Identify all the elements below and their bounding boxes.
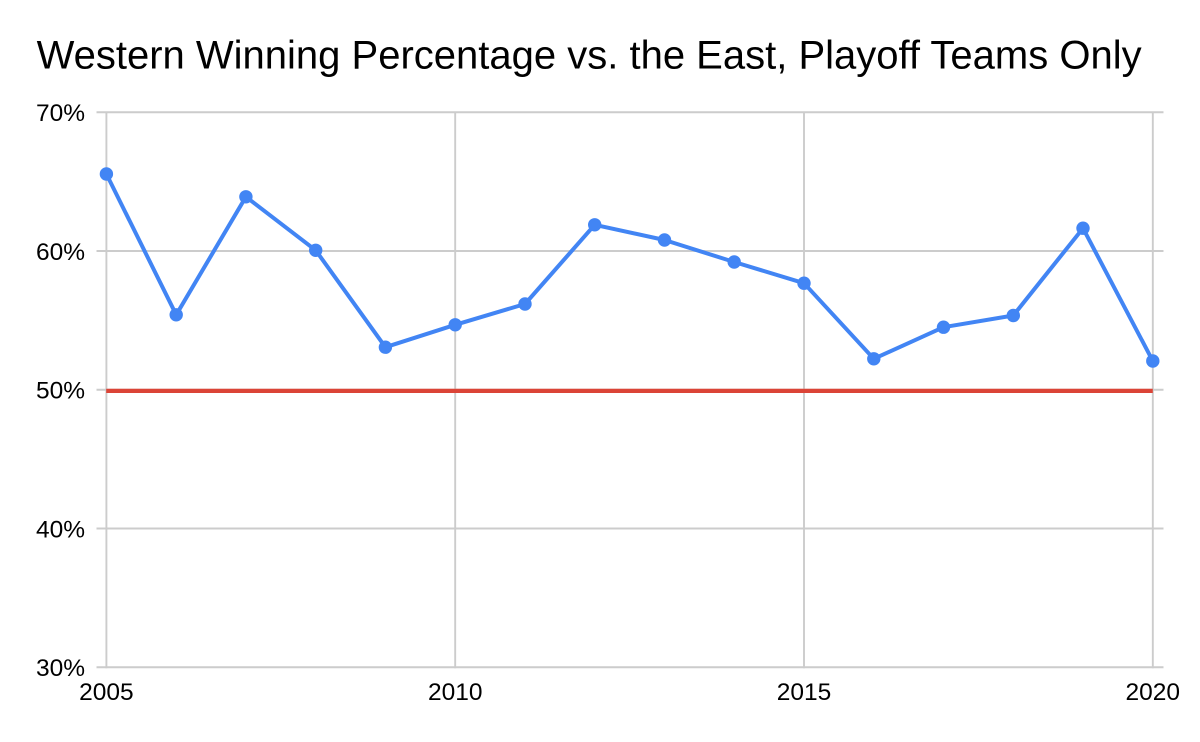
svg-text:2010: 2010 xyxy=(428,679,483,706)
svg-text:Western Winning Percentage vs.: Western Winning Percentage vs. the East,… xyxy=(37,34,1142,78)
svg-text:40%: 40% xyxy=(36,516,85,543)
svg-text:50%: 50% xyxy=(36,378,85,405)
svg-text:2015: 2015 xyxy=(777,679,832,706)
svg-text:30%: 30% xyxy=(36,655,85,682)
svg-text:60%: 60% xyxy=(36,239,85,266)
svg-text:2005: 2005 xyxy=(79,679,134,706)
svg-text:70%: 70% xyxy=(36,100,85,127)
svg-text:2020: 2020 xyxy=(1126,679,1181,706)
